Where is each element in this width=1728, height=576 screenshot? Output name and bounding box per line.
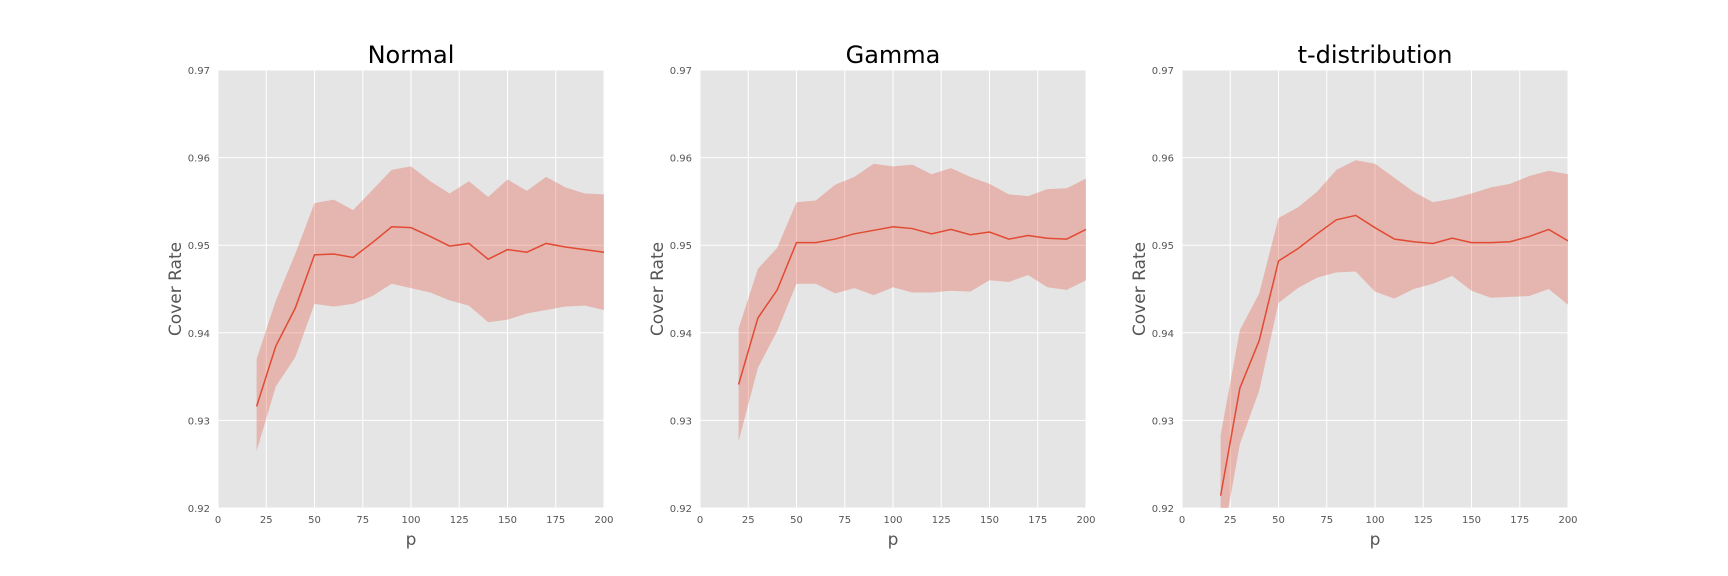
chart-title: Normal: [368, 41, 455, 69]
x-tick-label: 175: [546, 515, 565, 526]
x-tick-label: 0: [1179, 515, 1185, 526]
y-axis-label: Cover Rate: [166, 242, 186, 336]
confidence-band: [738, 163, 1086, 442]
x-tick-label: 200: [1076, 515, 1095, 526]
x-tick-label: 0: [697, 515, 703, 526]
x-tick-label: 125: [1414, 515, 1433, 526]
x-tick-label: 75: [1320, 515, 1333, 526]
x-axis-label: p: [406, 530, 417, 550]
x-tick-label: 150: [980, 515, 999, 526]
chart-title: Gamma: [846, 41, 941, 69]
y-tick-label: 0.94: [188, 329, 210, 340]
y-tick-label: 0.93: [1152, 416, 1174, 427]
confidence-band: [256, 166, 604, 452]
y-tick-label: 0.95: [670, 241, 692, 252]
x-tick-label: 150: [1462, 515, 1481, 526]
y-tick-label: 0.92: [1152, 504, 1174, 515]
chart-panel: 0 25 50 75 100 125 150 175 200 0.92 0.93 0.94 0.95 0.…: [648, 41, 1096, 550]
y-axis-label: Cover Rate: [1130, 242, 1150, 336]
y-tick-label: 0.92: [670, 504, 692, 515]
mean-line: [737, 226, 1086, 385]
x-tick-label: 200: [1558, 515, 1577, 526]
y-tick-label: 0.96: [670, 154, 692, 165]
y-tick-label: 0.96: [188, 154, 210, 165]
y-tick-label: 0.94: [670, 329, 692, 340]
x-tick-label: 125: [450, 515, 469, 526]
y-tick-label: 0.94: [1152, 329, 1174, 340]
y-tick-label: 0.93: [188, 416, 210, 427]
x-axis-label: p: [1370, 530, 1381, 550]
x-tick-label: 25: [742, 515, 755, 526]
y-tick-label: 0.97: [670, 66, 692, 77]
x-tick-label: 50: [1272, 515, 1285, 526]
x-tick-label: 50: [308, 515, 321, 526]
x-tick-label: 75: [356, 515, 369, 526]
x-tick-label: 100: [883, 515, 902, 526]
x-tick-label: 200: [594, 515, 613, 526]
y-tick-label: 0.92: [188, 504, 210, 515]
mean-line: [1219, 214, 1568, 496]
x-tick-label: 50: [790, 515, 803, 526]
x-tick-label: 25: [1224, 515, 1237, 526]
y-tick-label: 0.96: [1152, 154, 1174, 165]
chart-panel: 0 25 50 75 100 125 150 175 200 0.92 0.93 0.94 0.95 0.…: [1130, 41, 1578, 550]
y-tick-label: 0.95: [1152, 241, 1174, 252]
x-tick-label: 175: [1510, 515, 1529, 526]
y-tick-label: 0.97: [188, 66, 210, 77]
x-tick-label: 150: [498, 515, 517, 526]
y-axis-label: Cover Rate: [648, 242, 668, 336]
x-tick-label: 75: [838, 515, 851, 526]
chart-panel: 0 25 50 75 100 125 150 175 200 0.92 0.93 0.94 0.95 0.…: [166, 41, 614, 550]
mean-line: [255, 226, 604, 407]
y-tick-label: 0.93: [670, 416, 692, 427]
x-tick-label: 175: [1028, 515, 1047, 526]
y-tick-label: 0.95: [188, 241, 210, 252]
y-tick-label: 0.97: [1152, 66, 1174, 77]
x-tick-label: 0: [215, 515, 221, 526]
x-tick-label: 25: [260, 515, 273, 526]
x-tick-label: 100: [1365, 515, 1384, 526]
x-tick-label: 125: [932, 515, 951, 526]
x-axis-label: p: [888, 530, 899, 550]
x-tick-label: 100: [401, 515, 420, 526]
chart-title: t-distribution: [1298, 41, 1453, 69]
confidence-band: [1220, 160, 1568, 508]
